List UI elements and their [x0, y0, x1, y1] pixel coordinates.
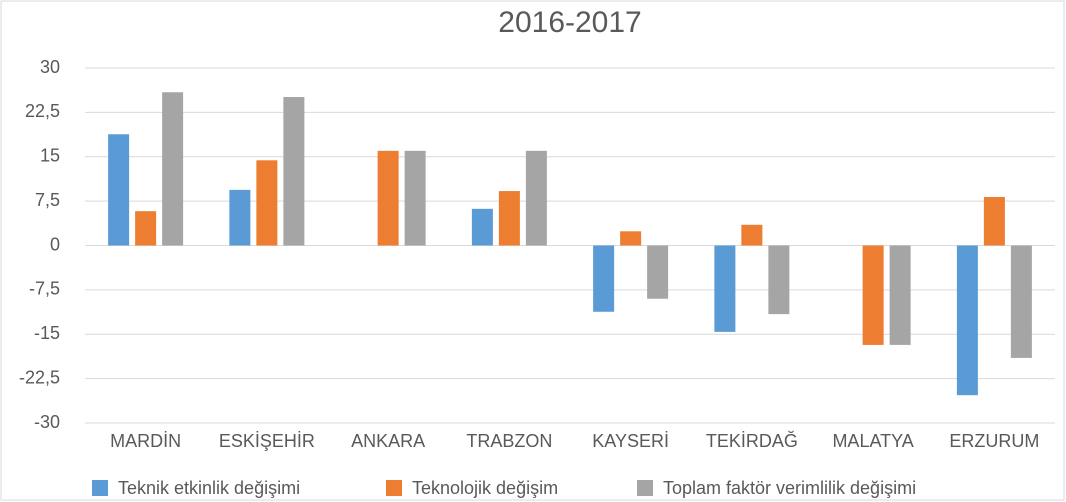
- legend-label: Toplam faktör verimlilik değişimi: [663, 478, 916, 498]
- x-tick-label: TEKİRDAĞ: [706, 430, 798, 451]
- y-tick-label: 22,5: [25, 101, 60, 121]
- x-tick-label: ESKİŞEHİR: [219, 431, 315, 451]
- bar: [229, 189, 251, 246]
- bar: [498, 191, 520, 246]
- bar: [377, 150, 399, 246]
- bar: [283, 96, 305, 246]
- legend-swatch: [386, 480, 402, 496]
- legend-swatch: [92, 480, 108, 496]
- y-tick-label: -30: [34, 412, 60, 432]
- x-tick-label: MARDİN: [110, 431, 181, 451]
- x-tick-label: TRABZON: [466, 431, 552, 451]
- legend-swatch: [637, 480, 653, 496]
- bar: [956, 245, 978, 396]
- y-tick-label: -15: [34, 323, 60, 343]
- bar: [714, 245, 736, 332]
- y-tick-label: 30: [40, 57, 60, 77]
- bar: [108, 134, 130, 246]
- bar: [983, 196, 1005, 246]
- y-tick-label: -22,5: [19, 367, 60, 387]
- y-tick-label: 0: [50, 234, 60, 254]
- y-tick-label: 7,5: [35, 190, 60, 210]
- x-tick-label: ERZURUM: [949, 431, 1039, 451]
- bar: [862, 245, 884, 345]
- legend-label: Teknolojik değişim: [412, 478, 558, 498]
- y-tick-label: -7,5: [29, 279, 60, 299]
- legend-label: Teknik etkinlik değişimi: [118, 478, 300, 498]
- bar: [404, 150, 426, 246]
- bar: [471, 208, 493, 246]
- bar: [525, 150, 547, 246]
- bar: [162, 92, 184, 246]
- chart-title: 2016-2017: [498, 6, 641, 39]
- bar: [1010, 245, 1032, 358]
- bar: [768, 245, 790, 315]
- y-tick-label: 15: [40, 146, 60, 166]
- x-tick-label: ANKARA: [351, 431, 425, 451]
- bar: [135, 211, 157, 246]
- bar: [889, 245, 911, 345]
- bar: [647, 245, 669, 299]
- bar: [741, 224, 763, 246]
- bar: [593, 245, 615, 312]
- bar: [620, 231, 642, 246]
- x-tick-label: KAYSERİ: [592, 431, 669, 451]
- x-tick-label: MALATYA: [832, 431, 913, 451]
- bar: [256, 160, 278, 246]
